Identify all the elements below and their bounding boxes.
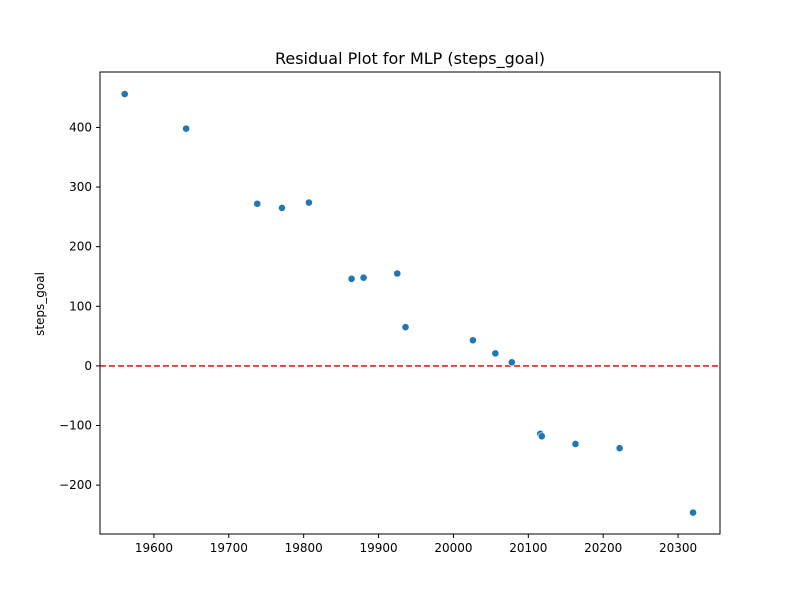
data-point-15 <box>615 444 624 453</box>
data-point-11 <box>507 358 516 367</box>
y-tick-label-2: 0 <box>84 359 92 373</box>
data-point-0 <box>120 90 129 98</box>
x-tick-label-7: 20300 <box>659 541 697 555</box>
data-point-3 <box>278 204 286 212</box>
chart-title: Residual Plot for MLP (steps_goal) <box>275 49 545 69</box>
x-tick-label-5: 20100 <box>509 541 547 555</box>
data-points-layer <box>120 90 697 517</box>
x-tick-label-0: 19600 <box>135 541 173 555</box>
y-tick-label-0: −200 <box>59 478 92 492</box>
y-tick-label-1: −100 <box>59 419 92 433</box>
data-point-6 <box>359 273 368 282</box>
data-point-10 <box>491 349 500 358</box>
x-tick-label-1: 19700 <box>210 541 248 555</box>
plot-frame <box>99 71 721 535</box>
data-point-8 <box>401 323 410 332</box>
data-point-4 <box>305 198 313 207</box>
data-point-16 <box>689 508 697 517</box>
y-tick-label-4: 200 <box>69 240 92 254</box>
y-tick-label-3: 100 <box>69 299 92 313</box>
data-point-9 <box>468 336 477 345</box>
data-point-5 <box>347 274 356 283</box>
x-tick-label-6: 20200 <box>584 541 622 555</box>
data-point-7 <box>393 269 402 278</box>
y-tick-label-6: 400 <box>69 120 92 134</box>
data-point-13 <box>537 432 546 441</box>
data-point-1 <box>182 124 191 133</box>
x-tick-label-2: 19800 <box>285 541 323 555</box>
axis-ticks-layer: 19600 19700 19800 19900 20000 20100 20200 20300… <box>59 120 697 555</box>
x-tick-label-3: 19900 <box>359 541 397 555</box>
x-tick-label-4: 20000 <box>434 541 472 555</box>
y-tick-label-5: 300 <box>69 180 92 194</box>
data-point-14 <box>571 440 580 448</box>
y-axis-label: steps_goal <box>33 272 47 336</box>
data-point-2 <box>253 199 262 208</box>
